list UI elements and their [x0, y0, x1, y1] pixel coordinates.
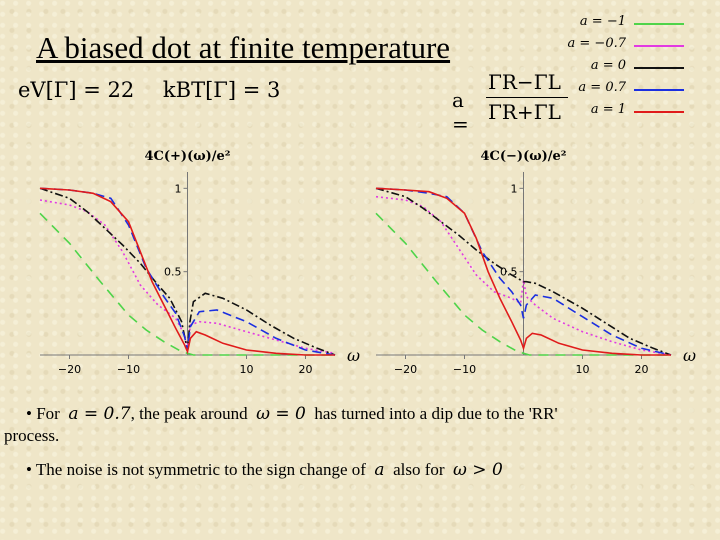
temperature-param: kBT[Γ] = 3	[162, 78, 281, 102]
bullet-1-math-omega: ω = 0	[256, 404, 306, 424]
x-tick-label: 20	[299, 363, 313, 376]
y-tick-label: 1	[175, 182, 182, 195]
x-axis-label: ω	[347, 346, 360, 365]
y-tick-label: 0.5	[164, 266, 182, 279]
fraction-bar	[486, 97, 568, 98]
series-line	[39, 187, 336, 356]
parameters: eV[Γ] = 22 kBT[Γ] = 3	[18, 78, 280, 102]
legend-label: a = 1	[590, 102, 626, 117]
formula-denominator: ΓR+ΓL	[488, 100, 561, 124]
bullet-2-prefix: • The noise is not symmetric to the sign…	[26, 460, 366, 479]
legend-swatch	[634, 45, 684, 47]
legend-item: a = 0.7	[558, 80, 688, 98]
x-tick-label: −10	[117, 363, 140, 376]
bullet-1-mid: , the peak around	[130, 404, 248, 423]
y-axis-label: 4C(−)(ω)/e²	[481, 149, 567, 164]
x-tick-label: −10	[453, 363, 476, 376]
series-line	[375, 187, 671, 356]
bullet-1-prefix: • For	[26, 404, 60, 423]
series-line	[39, 212, 335, 356]
legend-label: a = −1	[579, 14, 626, 29]
bias-voltage-param: eV[Γ] = 22	[18, 78, 135, 102]
x-tick-label: −20	[394, 363, 417, 376]
legend-label: a = 0.7	[578, 80, 626, 95]
slide-title: A biased dot at finite temperature	[36, 30, 451, 65]
x-axis-label: ω	[683, 346, 696, 365]
series-line	[375, 212, 671, 356]
formula-lhs: a =	[452, 88, 469, 136]
bullet-1-math-a: a = 0.7	[68, 404, 131, 424]
legend-item: a = 0	[558, 58, 688, 76]
legend-item: a = −0.7	[558, 36, 688, 54]
series-line	[375, 195, 672, 356]
legend-swatch	[634, 111, 684, 113]
x-tick-label: 10	[576, 363, 590, 376]
y-axis-label: 4C(+)(ω)/e²	[145, 149, 231, 164]
legend-label: a = 0	[590, 58, 626, 73]
legend-swatch	[634, 89, 684, 91]
series-line	[39, 187, 335, 356]
bullet-2-math-omega: ω > 0	[453, 460, 503, 480]
bullet-2-mid: also for	[393, 460, 445, 479]
series-line	[375, 187, 672, 356]
x-tick-label: 20	[635, 363, 649, 376]
y-tick-label: 1	[511, 182, 518, 195]
legend-item: a = 1	[558, 102, 688, 120]
legend-item: a = −1	[558, 14, 688, 32]
bullet-2: • The noise is not symmetric to the sign…	[26, 460, 503, 480]
chart-c-plus: −20 −10 10 20 0.5 1 4C(+)(ω)/e² ω	[39, 149, 360, 376]
series-line	[375, 187, 672, 356]
x-tick-label: −20	[58, 363, 81, 376]
bullet-1: • For a = 0.7, the peak around ω = 0 has…	[26, 404, 558, 424]
bullet-1-suffix: has turned into a dip due to the 'RR'	[314, 404, 558, 423]
legend-swatch	[634, 67, 684, 69]
bullet-1-continuation: process.	[4, 426, 60, 445]
legend-swatch	[634, 23, 684, 25]
formula-numerator: ΓR−ΓL	[488, 70, 561, 94]
bullet-2-math-a: a	[374, 460, 385, 480]
legend-label: a = −0.7	[567, 36, 626, 51]
x-tick-label: 10	[240, 363, 254, 376]
